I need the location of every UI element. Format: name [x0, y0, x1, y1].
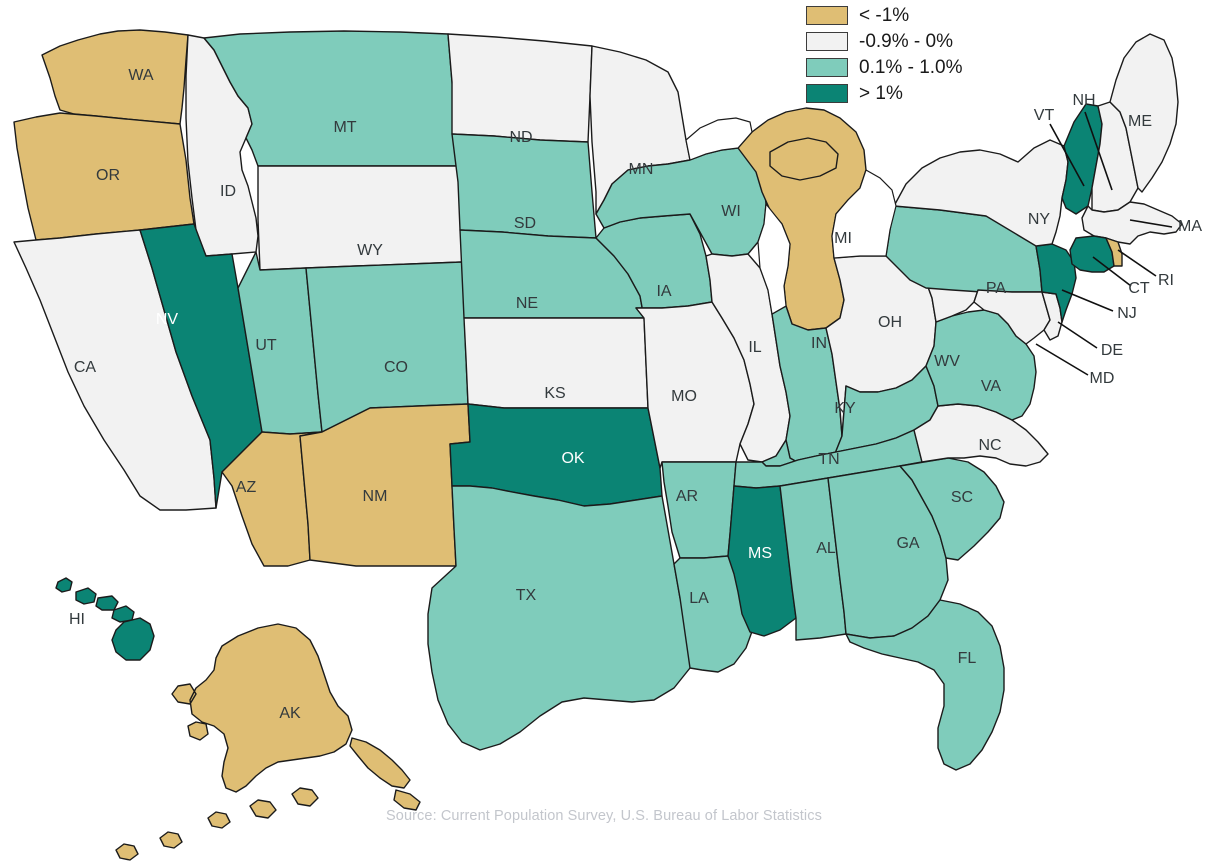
state-label-NE: NE: [516, 295, 538, 312]
state-RI[interactable]: [1105, 237, 1123, 267]
state-label-CA: CA: [74, 359, 97, 376]
state-AK[interactable]: [115, 623, 421, 861]
lake-michigan: [757, 202, 791, 315]
legend-swatch-2: [806, 57, 848, 77]
state-label-IN: IN: [811, 335, 827, 352]
state-label-MT: MT: [333, 119, 356, 136]
state-label-MD: MD: [1090, 370, 1115, 387]
state-label-OH: OH: [878, 314, 902, 331]
state-label-GA: GA: [896, 535, 919, 552]
state-label-NV: NV: [156, 311, 179, 328]
state-AR[interactable]: [661, 461, 737, 559]
state-label-HI: HI: [69, 611, 85, 628]
leader-line-CT: [1092, 256, 1132, 287]
state-HI-2[interactable]: [75, 587, 97, 605]
legend-label-0: < -1%: [859, 4, 910, 26]
state-label-OK: OK: [561, 450, 584, 467]
state-HI[interactable]: [55, 577, 73, 593]
state-ME[interactable]: [1109, 33, 1179, 193]
source-note: Source: Current Population Survey, U.S. …: [386, 808, 822, 824]
state-WA[interactable]: [41, 29, 189, 125]
state-label-MO: MO: [671, 388, 697, 405]
state-label-IA: IA: [656, 283, 671, 300]
state-label-AK: AK: [279, 705, 301, 722]
state-label-LA: LA: [689, 590, 709, 607]
state-ND[interactable]: [447, 33, 593, 143]
state-label-WA: WA: [128, 67, 154, 84]
legend-label-3: > 1%: [859, 82, 903, 104]
leader-line-MA: [1129, 219, 1173, 228]
state-label-MI: MI: [834, 230, 852, 247]
state-label-NY: NY: [1028, 211, 1051, 228]
state-HI-3[interactable]: [95, 595, 119, 611]
state-label-ID: ID: [220, 183, 236, 200]
leader-line-NH: [1084, 111, 1113, 191]
legend-item-1[interactable]: -0.9% - 0%: [806, 28, 976, 54]
state-label-DE: DE: [1101, 342, 1123, 359]
state-label-SD: SD: [514, 215, 536, 232]
state-CT[interactable]: [1069, 235, 1115, 273]
state-label-WV: WV: [934, 353, 960, 370]
legend-label-1: -0.9% - 0%: [859, 30, 953, 52]
state-label-RI: RI: [1158, 272, 1174, 289]
leader-line-NJ: [1061, 289, 1114, 312]
state-NJ[interactable]: [1035, 243, 1077, 323]
state-label-SC: SC: [951, 489, 973, 506]
state-label-WY: WY: [357, 242, 383, 259]
leader-line-MD: [1035, 343, 1089, 376]
state-label-FL: FL: [958, 650, 977, 667]
state-SC[interactable]: [899, 457, 1005, 561]
leader-line-VT: [1049, 123, 1085, 187]
state-label-MS: MS: [748, 545, 772, 562]
leader-line-RI: [1117, 249, 1157, 277]
state-label-VT: VT: [1034, 107, 1055, 124]
state-label-MA: MA: [1178, 218, 1202, 235]
state-label-AL: AL: [816, 540, 836, 557]
state-HI-5[interactable]: [111, 617, 155, 661]
state-label-KY: KY: [834, 400, 856, 417]
state-FL[interactable]: [845, 599, 1005, 771]
state-label-NM: NM: [363, 488, 388, 505]
state-label-AR: AR: [676, 488, 698, 505]
legend-swatch-0: [806, 5, 848, 25]
legend-item-0[interactable]: < -1%: [806, 2, 976, 28]
state-TX[interactable]: [427, 485, 701, 751]
state-label-NJ: NJ: [1117, 305, 1137, 322]
map-legend: < -1% -0.9% - 0% 0.1% - 1.0% > 1%: [806, 2, 976, 106]
state-label-UT: UT: [255, 337, 277, 354]
state-label-KS: KS: [544, 385, 565, 402]
state-label-OR: OR: [96, 167, 120, 184]
state-label-VA: VA: [981, 378, 1001, 395]
state-label-CT: CT: [1128, 280, 1150, 297]
state-label-IL: IL: [748, 339, 761, 356]
state-label-TX: TX: [516, 587, 537, 604]
state-label-NH: NH: [1072, 92, 1095, 109]
lake-huron-erie: [831, 169, 897, 259]
legend-item-2[interactable]: 0.1% - 1.0%: [806, 54, 976, 80]
state-label-AZ: AZ: [236, 479, 257, 496]
legend-label-2: 0.1% - 1.0%: [859, 56, 963, 78]
state-label-WI: WI: [721, 203, 741, 220]
state-label-TN: TN: [818, 451, 839, 468]
legend-swatch-1: [806, 31, 848, 51]
state-label-CO: CO: [384, 359, 408, 376]
state-label-PA: PA: [986, 280, 1006, 297]
legend-swatch-3: [806, 83, 848, 103]
leader-line-DE: [1057, 321, 1098, 349]
lake-superior-inlet: [685, 117, 753, 161]
state-label-MN: MN: [629, 161, 654, 178]
state-label-NC: NC: [978, 437, 1001, 454]
state-label-ME: ME: [1128, 113, 1152, 130]
state-VA[interactable]: [925, 309, 1037, 421]
state-label-ND: ND: [509, 129, 532, 146]
legend-item-3[interactable]: > 1%: [806, 80, 976, 106]
state-NC[interactable]: [913, 403, 1049, 467]
